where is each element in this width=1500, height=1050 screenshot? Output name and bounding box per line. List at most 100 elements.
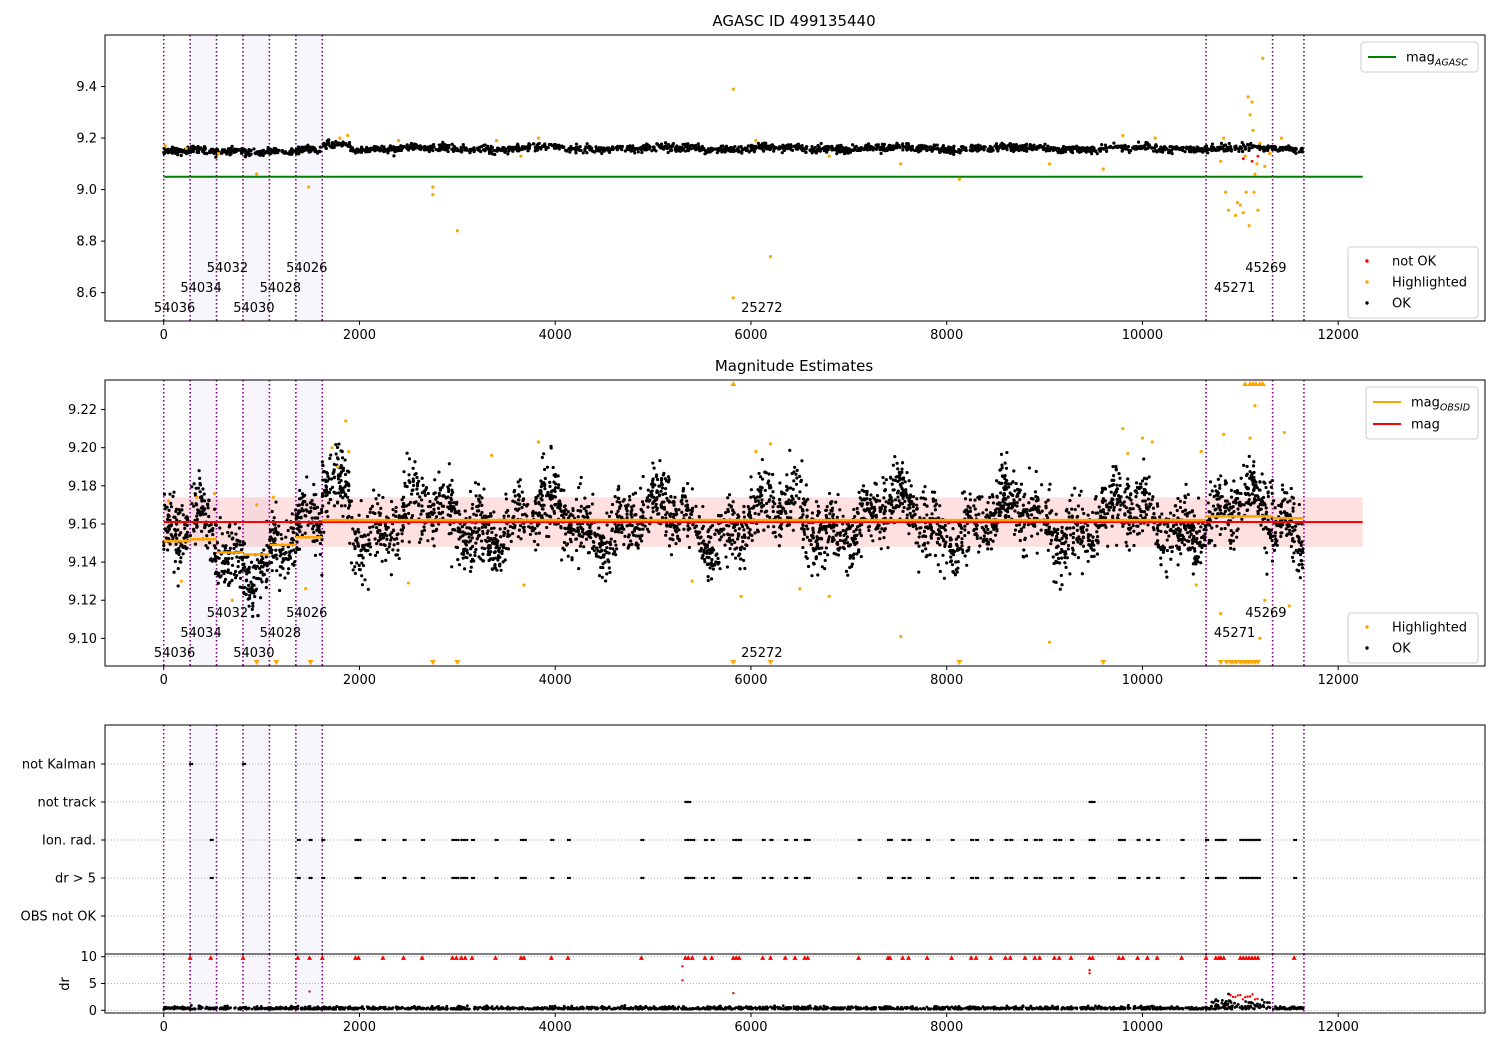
estimates-ok-point: [274, 526, 278, 530]
estimates-ok-point: [251, 565, 255, 569]
estimates-ok-point: [310, 498, 314, 503]
estimates-ok-point: [1075, 528, 1079, 533]
estimates-ok-point: [1058, 551, 1062, 555]
estimates-ok-point: [826, 553, 830, 557]
estimates-ok-point: [922, 529, 926, 533]
agasc-ok-point: [706, 147, 711, 151]
estimates-ok-point: [517, 484, 521, 488]
estimates-ok-point: [803, 532, 807, 537]
estimates-ok-point: [1166, 522, 1170, 526]
estimates-ok-point: [858, 496, 862, 500]
agasc-ok-point: [381, 148, 385, 152]
estimates-ok-point: [1042, 522, 1046, 526]
agasc-ok-point: [405, 147, 409, 151]
agasc-legend-point-swatch: [1365, 280, 1369, 284]
estimates-ok-point: [1280, 531, 1284, 535]
estimates-ok-point: [1268, 480, 1272, 484]
estimates-ok-point: [1060, 556, 1064, 560]
agasc-ok-point: [756, 141, 760, 146]
estimates-ok-point: [1005, 450, 1009, 455]
estimates-ok-point: [963, 497, 968, 501]
estimates-ok-point: [1051, 555, 1055, 559]
estimates-ok-point: [1288, 499, 1292, 503]
agasc-ok-point: [271, 148, 275, 152]
estimates-ok-point: [315, 516, 320, 520]
estimates-ok-point: [968, 492, 972, 496]
estimates-ok-point: [1298, 576, 1302, 580]
estimates-ok-point: [1151, 495, 1155, 499]
estimates-ok-point: [1026, 513, 1030, 517]
estimates-ok-point: [956, 566, 960, 570]
agasc-ok-point: [487, 149, 492, 153]
agasc-ok-point: [424, 148, 428, 152]
estimates-ok-point: [922, 502, 927, 506]
estimates-ok-point: [1145, 477, 1149, 481]
estimates-ok-point: [905, 513, 909, 517]
agasc-ok-point: [599, 146, 603, 150]
estimates-ok-point: [249, 580, 253, 584]
estimates-ok-point: [275, 557, 279, 561]
agasc-ok-point: [1169, 149, 1173, 153]
estimates-ok-point: [1001, 500, 1005, 504]
estimates-ok-point: [1027, 466, 1032, 470]
agasc-ok-point: [1240, 149, 1245, 154]
agasc-ok-point: [951, 146, 956, 150]
estimates-ok-point: [1030, 513, 1034, 517]
agasc-ok-point: [928, 147, 932, 152]
estimates-ok-point: [804, 524, 809, 528]
agasc-ok-point: [818, 148, 822, 152]
estimates-ok-point: [1191, 572, 1195, 576]
agasc-ok-point: [535, 143, 539, 147]
estimates-ok-point: [597, 574, 602, 578]
estimates-ok-point: [534, 511, 538, 515]
estimates-ok-point: [598, 545, 602, 549]
estimates-ok-point: [718, 567, 722, 571]
estimates-ok-point: [1239, 491, 1243, 496]
estimates-ok-point: [785, 473, 789, 477]
agasc-legend-upper: [1360, 41, 1479, 73]
agasc-ok-point: [1100, 143, 1104, 147]
estimates-ok-point: [1095, 530, 1099, 534]
agasc-ok-point: [790, 148, 795, 153]
estimates-ok-point: [383, 543, 387, 547]
agasc-ok-point: [751, 144, 756, 148]
estimates-ok-point: [897, 476, 901, 480]
agasc-ytick-label: 8.8: [76, 235, 97, 250]
estimates-ok-point: [1160, 512, 1164, 516]
agasc-ok-point: [768, 148, 772, 152]
estimates-ok-point: [784, 501, 788, 505]
estimates-ok-point: [805, 535, 809, 539]
estimates-ok-point: [1065, 556, 1069, 560]
agasc-ok-point: [1297, 150, 1301, 154]
estimates-ok-point: [1224, 503, 1229, 507]
estimates-ok-point: [608, 546, 612, 550]
estimates-ok-point: [1203, 544, 1208, 548]
estimates-ok-point: [211, 532, 215, 537]
agasc-ok-point: [683, 145, 688, 149]
agasc-ok-point: [392, 148, 396, 152]
agasc-ok-point: [975, 149, 980, 153]
agasc-ok-point: [1056, 150, 1060, 155]
estimates-ok-point: [534, 531, 538, 536]
estimates-ok-point: [1036, 510, 1040, 514]
estimates-ok-point: [878, 499, 882, 503]
estimates-ok-point: [682, 527, 686, 531]
agasc-ok-point: [392, 154, 396, 158]
estimates-ok-point: [810, 574, 814, 578]
agasc-ok-point: [1070, 150, 1074, 154]
estimates-ok-point: [312, 530, 316, 534]
agasc-ok-point: [839, 149, 843, 153]
estimates-ok-point: [895, 491, 900, 495]
agasc-ytick-label: 8.6: [76, 286, 97, 301]
agasc-ok-point: [1022, 148, 1026, 153]
estimates-ok-point: [272, 516, 276, 520]
estimates-ok-point: [795, 468, 799, 472]
agasc-ok-point: [538, 145, 542, 150]
estimates-ok-point: [238, 576, 243, 580]
estimates-ok-point: [1099, 515, 1103, 519]
estimates-ok-point: [905, 470, 909, 475]
estimates-ok-point: [1290, 555, 1295, 559]
estimates-ok-point: [536, 494, 540, 498]
estimates-ok-point: [680, 510, 684, 514]
estimates-ok-point: [707, 540, 711, 544]
